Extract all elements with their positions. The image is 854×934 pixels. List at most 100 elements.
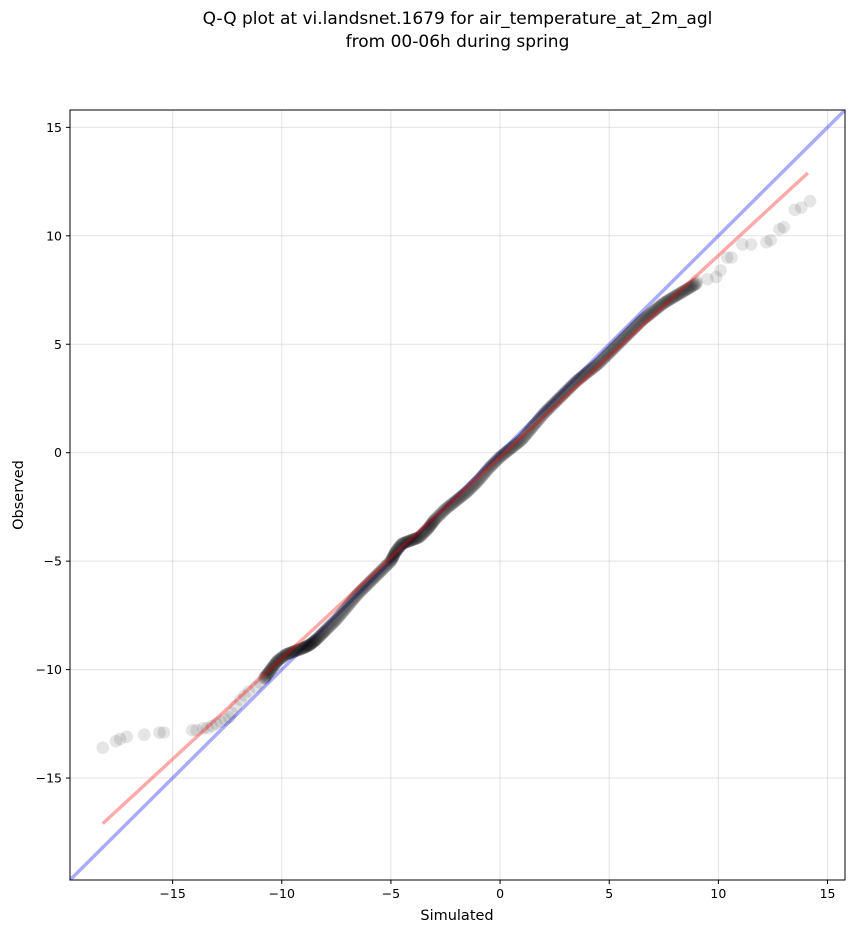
data-point: [369, 570, 382, 583]
data-point: [503, 442, 517, 456]
data-point: [311, 632, 324, 645]
x-tick-label: −5: [382, 886, 400, 901]
data-point: [555, 389, 569, 402]
y-tick-label: 5: [54, 337, 62, 352]
data-point: [257, 671, 271, 685]
data-point: [661, 294, 674, 308]
data-point: [563, 381, 577, 394]
data-point: [671, 288, 684, 302]
data-point: [542, 401, 556, 415]
data-point: [481, 462, 495, 476]
data-point: [593, 355, 607, 369]
data-point: [446, 497, 460, 510]
data-point: [653, 299, 667, 313]
data-point: [460, 486, 473, 499]
data-point: [587, 361, 601, 374]
data-point: [294, 642, 307, 656]
data-point: [511, 436, 525, 449]
data-point: [320, 622, 334, 636]
data-point: [264, 663, 278, 676]
data-point: [388, 546, 402, 560]
data-point: [736, 238, 749, 251]
data-point: [572, 372, 586, 386]
data-point: [579, 367, 592, 381]
data-point: [635, 314, 649, 327]
data-point: [357, 581, 370, 595]
data-point: [270, 655, 284, 668]
data-point: [659, 295, 672, 309]
data-point: [498, 447, 511, 460]
data-point: [518, 430, 531, 443]
data-point: [445, 497, 459, 511]
data-point: [288, 644, 302, 658]
data-point: [625, 324, 639, 337]
data-point: [291, 643, 305, 657]
data-point: [380, 559, 393, 572]
data-point: [566, 378, 580, 392]
data-point: [536, 408, 550, 422]
data-point: [297, 641, 310, 655]
data-point: [225, 706, 238, 720]
data-point: [606, 343, 620, 356]
data-point: [304, 637, 317, 651]
data-point: [612, 336, 626, 350]
data-point: [157, 726, 171, 739]
data-point: [622, 327, 635, 341]
data-point: [550, 394, 563, 408]
data-point: [466, 480, 480, 493]
data-point: [622, 326, 636, 340]
data-point: [322, 620, 336, 634]
data-point: [382, 556, 396, 570]
data-point: [642, 308, 656, 321]
data-point: [373, 565, 387, 579]
data-point: [425, 517, 438, 531]
data-point: [265, 661, 279, 675]
data-point: [271, 654, 285, 667]
data-point: [557, 387, 571, 401]
data-point: [596, 352, 610, 366]
y-tick-label: 15: [46, 120, 62, 135]
data-point: [388, 547, 401, 561]
data-point: [654, 298, 668, 312]
data-point: [229, 700, 243, 713]
data-point: [502, 443, 516, 457]
data-point: [549, 395, 562, 409]
data-point: [242, 684, 256, 698]
data-point: [265, 662, 278, 676]
data-point: [701, 272, 714, 286]
data-point: [387, 549, 401, 562]
data-point: [360, 578, 374, 591]
data-point: [440, 502, 453, 515]
data-point: [396, 536, 410, 550]
data-point: [404, 534, 417, 547]
data-point: [422, 520, 436, 534]
data-point: [384, 554, 398, 568]
data-point: [609, 340, 622, 353]
data-point: [355, 583, 369, 597]
data-point: [274, 651, 288, 665]
data-point: [412, 531, 425, 544]
data-point: [377, 562, 390, 575]
data-point: [290, 644, 304, 657]
data-point: [365, 573, 379, 587]
data-point: [424, 518, 438, 532]
data-point: [324, 618, 338, 632]
data-point: [383, 555, 397, 569]
data-point: [292, 643, 306, 656]
data-point: [615, 333, 629, 347]
data-point: [257, 671, 271, 685]
data-point: [366, 572, 380, 586]
data-point: [597, 352, 611, 365]
data-point: [320, 623, 333, 636]
data-point: [388, 546, 402, 559]
data-point: [629, 320, 642, 334]
data-point: [432, 509, 446, 522]
data-point: [391, 543, 404, 556]
data-point: [680, 283, 693, 296]
data-point: [465, 480, 479, 494]
data-point: [638, 311, 652, 325]
data-point: [262, 666, 275, 679]
data-point: [520, 427, 533, 441]
data-point: [688, 278, 702, 291]
data-point: [494, 450, 508, 463]
